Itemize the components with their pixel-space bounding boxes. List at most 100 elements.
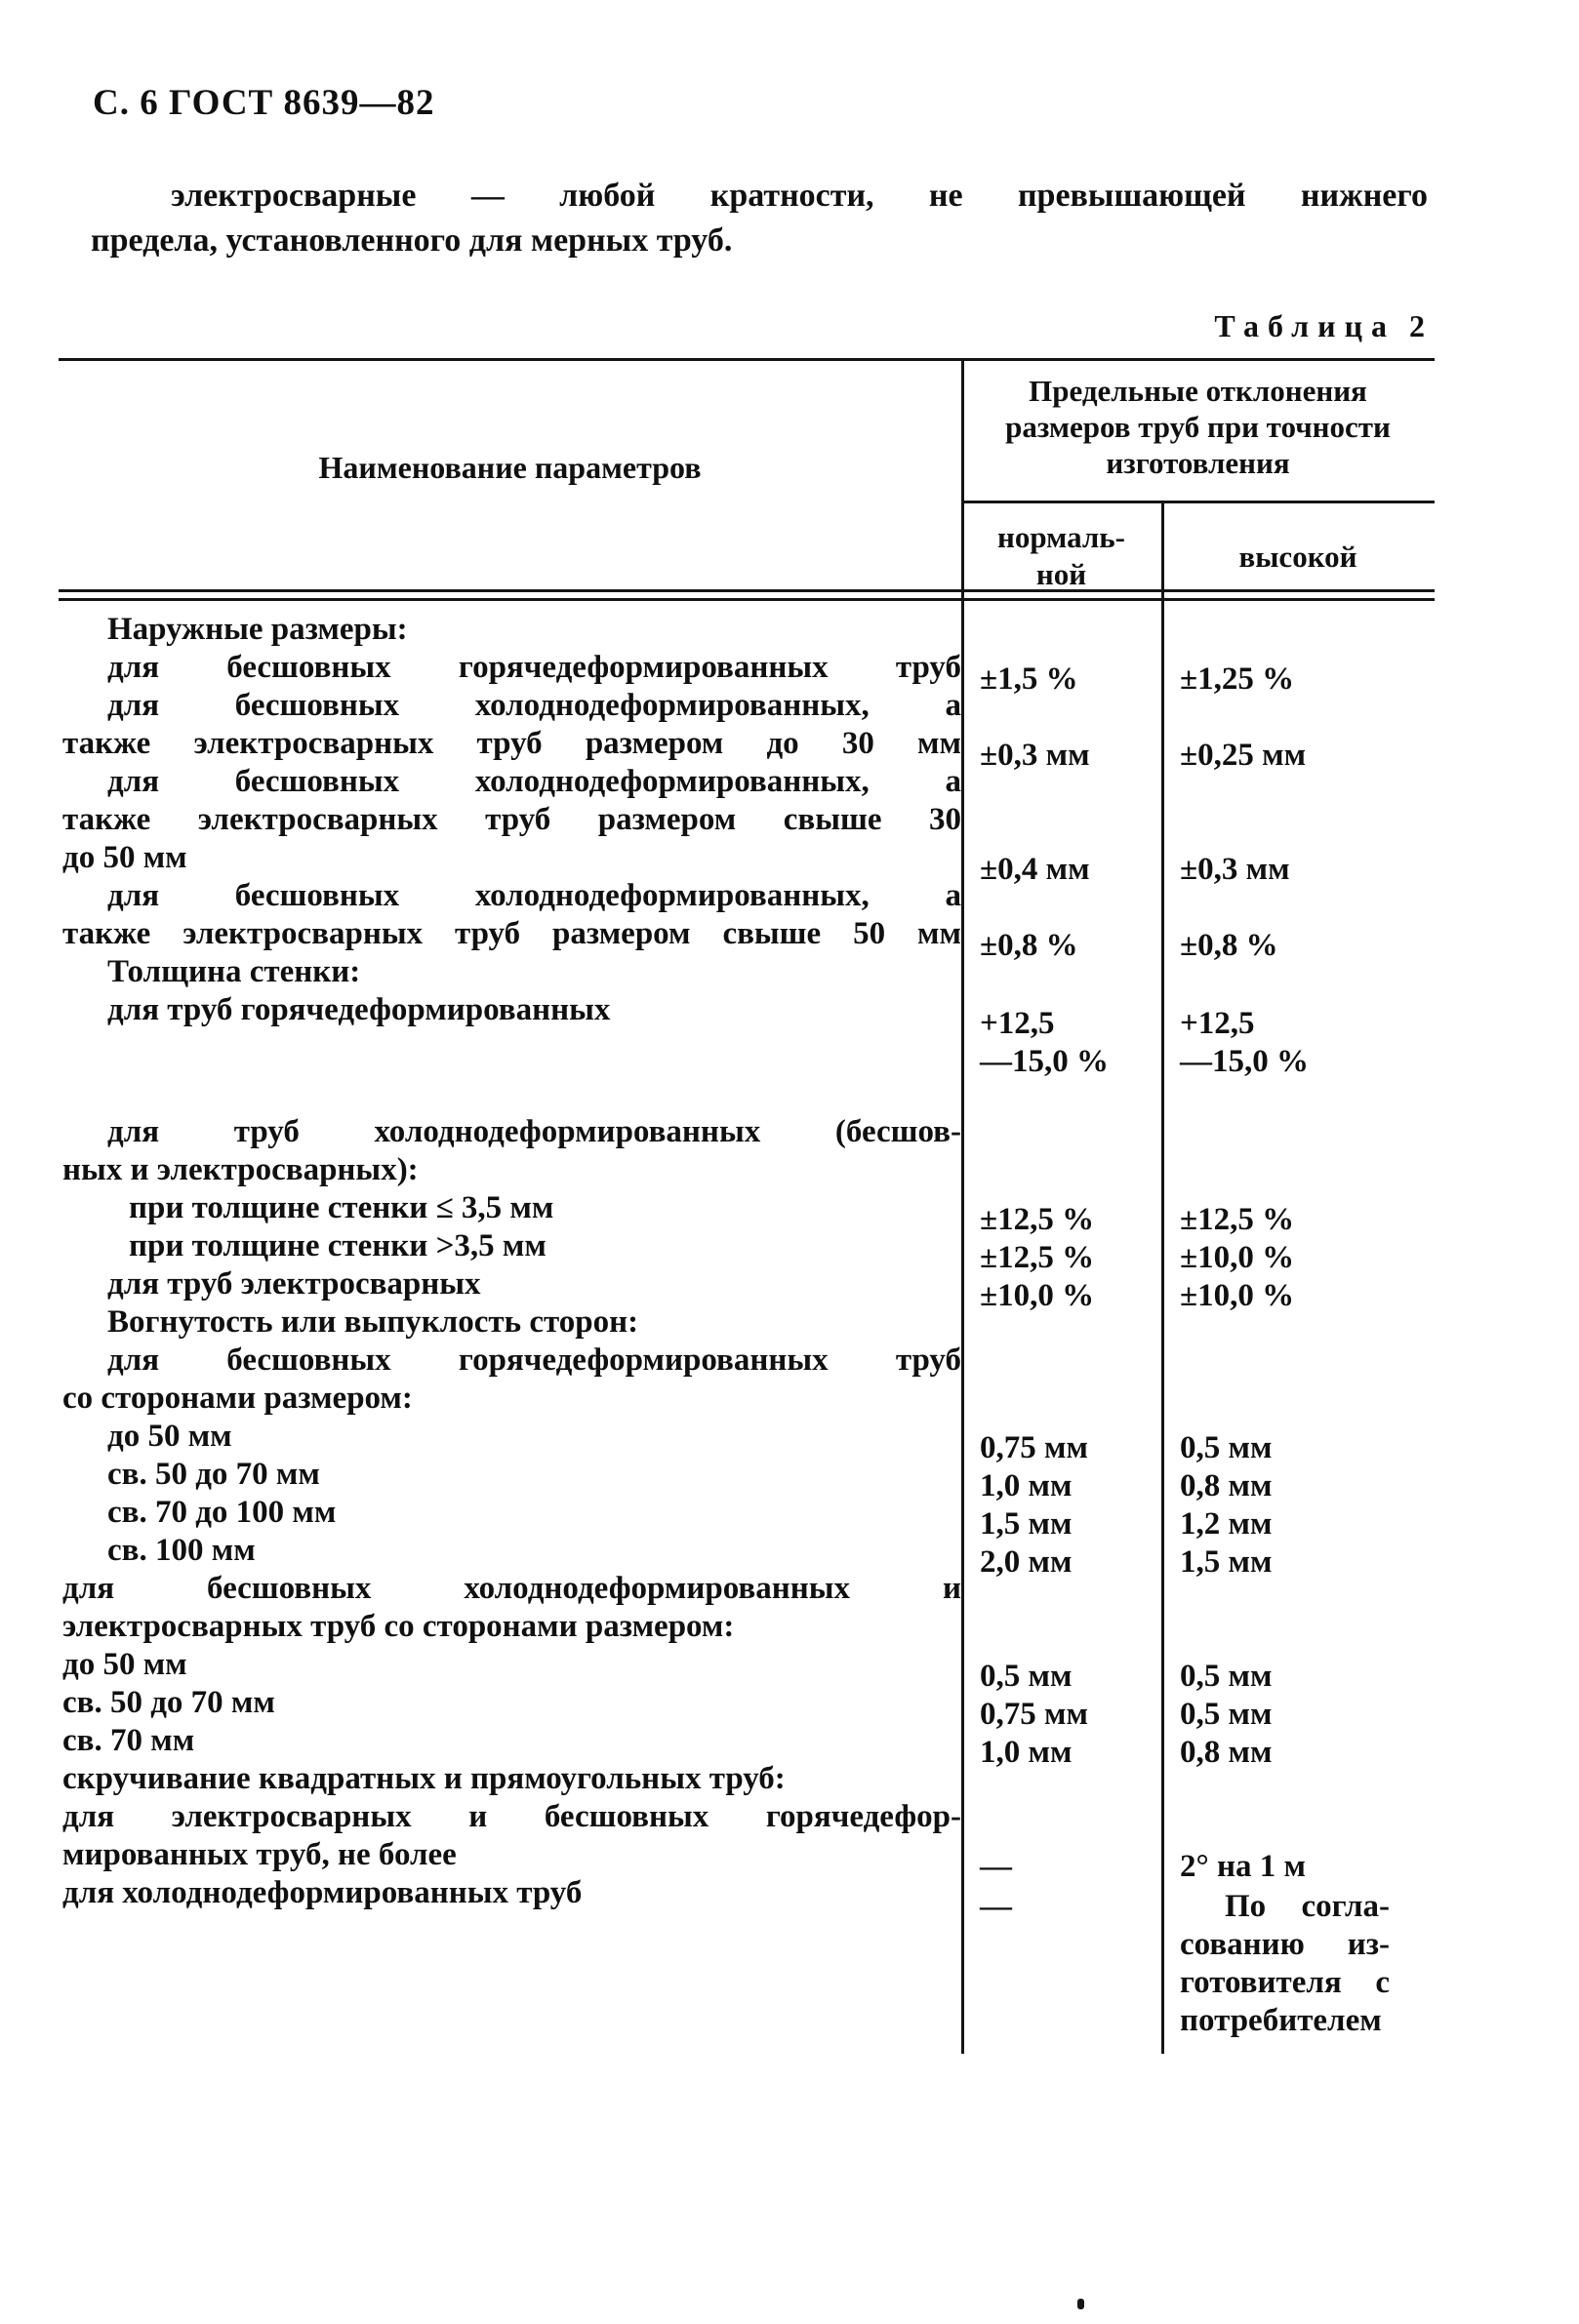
cell-line: ±10,0 %	[980, 1278, 1095, 1313]
cell-line: ±1,5 %	[980, 661, 1078, 697]
cell-line: для бесшовных холоднодеформированных и	[62, 1571, 961, 1606]
table-row: для бесшовных холоднодеформированных и эл…	[59, 1570, 1435, 1646]
row-normal-accuracy-cell: ±1,5 %	[961, 661, 1161, 699]
cell-line: 0,5 мм	[980, 1659, 1073, 1694]
table-row: для холоднодеформированных труб — По согла…	[59, 1874, 1435, 2040]
cell-line: 2,0 мм	[980, 1544, 1073, 1580]
table-row: до 50 мм 0,75 мм 0,5 мм	[59, 1418, 1435, 1465]
table-row: св. 70 мм 1,0 мм 0,8 мм	[59, 1722, 1435, 1770]
table-row: для бесшовных горячедеформированных труб…	[59, 649, 1435, 697]
cell-line: 0,5 мм	[1180, 1430, 1273, 1465]
cell-line: Толщина стенки:	[107, 954, 361, 989]
table-row: для электросварных и бесшовных горячедеф…	[59, 1798, 1435, 1884]
row-high-accuracy-cell: 0,8 мм	[1161, 1467, 1435, 1505]
row-high-accuracy-cell: 0,5 мм	[1161, 1429, 1435, 1467]
row-parameter-cell: для труб электросварных	[59, 1265, 961, 1303]
cell-line: Наружные размеры:	[107, 612, 408, 647]
row-normal-accuracy-cell: ±12,5 %	[961, 1201, 1161, 1239]
cell-line: со сторонами размером:	[62, 1381, 413, 1416]
row-normal-accuracy-cell: 1,5 мм	[961, 1505, 1161, 1543]
row-high-accuracy-cell: ±10,0 %	[1161, 1239, 1435, 1277]
cell-line: при толщине стенки >3,5 мм	[129, 1228, 547, 1263]
column-header-deviations: Предельные отклонения размеров труб при …	[961, 373, 1435, 481]
row-parameter-cell: для электросварных и бесшовных горячедеф…	[59, 1798, 961, 1874]
row-parameter-cell: св. 50 до 70 мм	[59, 1684, 961, 1722]
cell-line: также электросварных труб размером свыше…	[62, 916, 961, 951]
row-parameter-cell: до 50 мм	[59, 1418, 961, 1456]
cell-line: скручивание квадратных и прямоугольных т…	[62, 1761, 786, 1796]
row-parameter-cell: при толщине стенки >3,5 мм	[59, 1227, 961, 1265]
cell-line: 0,5 мм	[1180, 1659, 1273, 1694]
scan-artifact-dot	[1077, 2299, 1084, 2309]
row-normal-accuracy-cell: 0,75 мм	[961, 1429, 1161, 1467]
row-parameter-cell: для труб холоднодеформированных (бесшов-…	[59, 1113, 961, 1189]
cell-line: для электросварных и бесшовных горячедеф…	[62, 1799, 961, 1834]
cell-line: для бесшовных горячедеформированных труб	[107, 650, 961, 685]
row-high-accuracy-cell: 1,2 мм	[1161, 1505, 1435, 1543]
cell-line: ±10,0 %	[1180, 1278, 1295, 1313]
table-caption-word: Таблица	[1214, 308, 1396, 343]
row-high-accuracy-cell: ±1,25 %	[1161, 661, 1435, 699]
cell-line: для труб электросварных	[107, 1266, 481, 1302]
row-high-accuracy-cell: 0,5 мм	[1161, 1658, 1435, 1696]
column-header-deviations-line3: изготовления	[1106, 446, 1290, 480]
cell-line: 1,0 мм	[980, 1735, 1073, 1770]
row-high-accuracy-cell: ±0,8 %	[1161, 927, 1435, 965]
column-header-parameters: Наименование параметров	[318, 450, 702, 485]
cell-line: до 50 мм	[62, 1647, 187, 1682]
cell-line: —	[980, 1889, 1012, 1924]
table-body: Наружные размеры: для бесшовных горячедеф…	[59, 611, 1435, 2040]
row-normal-accuracy-cell: ±10,0 %	[961, 1277, 1161, 1315]
table-caption: Таблица 2	[1214, 308, 1425, 344]
cell-line: для труб горячедеформированных	[107, 992, 611, 1027]
row-parameter-cell: для бесшовных холоднодеформированных и эл…	[59, 1570, 961, 1646]
cell-line: —15,0 %	[1180, 1044, 1309, 1079]
row-normal-accuracy-cell: ±12,5 %	[961, 1239, 1161, 1277]
row-parameter-cell: при толщине стенки ≤ 3,5 мм	[59, 1189, 961, 1227]
cell-line: ±0,25 мм	[1180, 738, 1307, 773]
row-parameter-cell: Толщина стенки:	[59, 953, 961, 991]
cell-line: 1,5 мм	[980, 1506, 1073, 1542]
cell-line: 0,8 мм	[1180, 1735, 1273, 1770]
table-caption-number: 2	[1409, 308, 1425, 343]
cell-line: для холоднодеформированных труб	[62, 1875, 583, 1910]
table-row: Наружные размеры:	[59, 611, 1435, 649]
cell-line: для бесшовных холоднодеформированных, а	[107, 878, 961, 913]
table-header-double-rule-2	[59, 598, 1435, 601]
table-subheader-rule	[961, 501, 1435, 503]
cell-line: для бесшовных горячедеформированных труб	[107, 1342, 961, 1378]
row-parameter-cell: св. 50 до 70 мм	[59, 1456, 961, 1494]
row-normal-accuracy-cell: 0,5 мм	[961, 1658, 1161, 1696]
table-row: для бесшовных горячедеформированных труб…	[59, 1342, 1435, 1418]
row-normal-accuracy-cell: ±0,8 %	[961, 927, 1161, 965]
cell-line: до 50 мм	[107, 1419, 232, 1454]
row-high-accuracy-cell: +12,5 —15,0 %	[1161, 991, 1435, 1081]
cell-line: для бесшовных холоднодеформированных, а	[107, 688, 961, 723]
intro-line-2: предела, установленного для мерных труб.	[91, 222, 733, 259]
row-parameter-cell: Наружные размеры:	[59, 611, 961, 649]
cell-line: Вогнутость или выпуклость сторон:	[107, 1304, 639, 1340]
row-high-accuracy-cell: ±0,25 мм	[1161, 737, 1435, 775]
cell-line: 0,8 мм	[1180, 1468, 1273, 1503]
row-normal-accuracy-cell: —	[961, 1848, 1161, 1886]
cell-line: ±0,8 %	[980, 928, 1078, 963]
cell-line: 1,0 мм	[980, 1468, 1073, 1503]
cell-line: готовителя с	[1180, 1965, 1390, 2000]
cell-line: ных и электросварных):	[62, 1152, 419, 1187]
cell-line: По согла-	[1225, 1889, 1390, 1924]
table-row: св. 100 мм 2,0 мм 1,5 мм	[59, 1532, 1435, 1580]
table-row: св. 70 до 100 мм 1,5 мм 1,2 мм	[59, 1494, 1435, 1542]
cell-line: св. 70 до 100 мм	[107, 1495, 337, 1530]
row-parameter-cell: св. 70 до 100 мм	[59, 1494, 961, 1532]
table-row: св. 50 до 70 мм 0,75 мм 0,5 мм	[59, 1684, 1435, 1732]
cell-line: сованию из-	[1180, 1927, 1390, 1962]
intro-paragraph: электросварные — любой кратности, не пре…	[91, 174, 1428, 263]
cell-line: ±12,5 %	[980, 1202, 1095, 1237]
column-header-high-accuracy: высокой	[1238, 540, 1357, 574]
column-header-deviations-line1: Предельные отклонения	[1029, 374, 1367, 408]
page-header: С. 6 ГОСТ 8639—82	[93, 83, 435, 123]
